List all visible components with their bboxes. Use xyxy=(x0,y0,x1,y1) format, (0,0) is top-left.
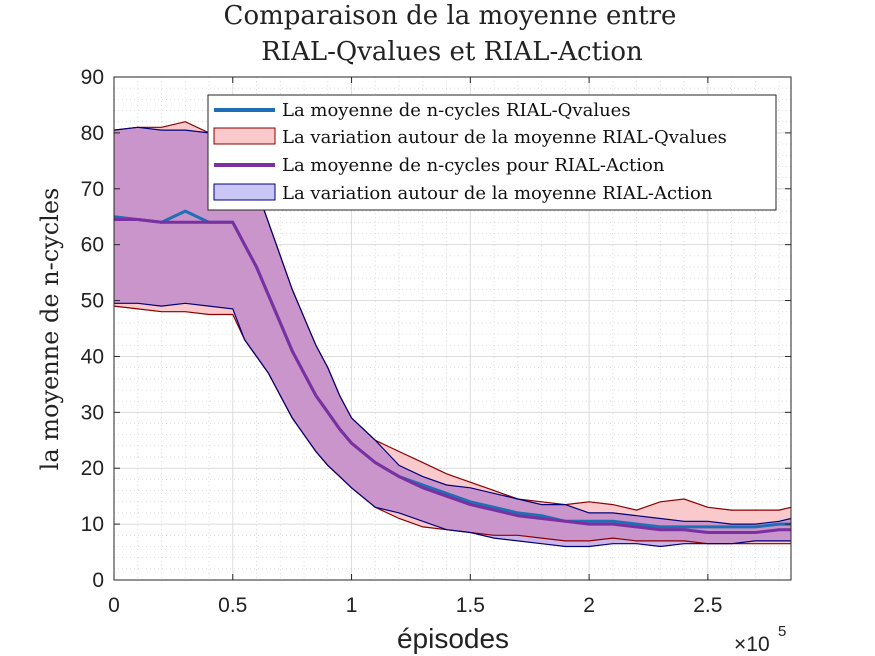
legend-entry-action-mean: La moyenne de n-cycles pour RIAL-Action xyxy=(214,155,665,176)
legend-entry-qvalues-band: La variation autour de la moyenne RIAL-Q… xyxy=(213,127,727,148)
x-tick-label: 2 xyxy=(583,594,595,617)
legend-label-qvalues-mean: La moyenne de n-cycles RIAL-Qvalues xyxy=(282,100,631,121)
band-action-lower-edge xyxy=(114,302,791,548)
mean-lines xyxy=(113,209,791,534)
x-tick-label: 0 xyxy=(108,594,120,617)
x-multiplier-exponent: 5 xyxy=(778,623,786,640)
legend-label-action-band: La variation autour de la moyenne RIAL-A… xyxy=(282,183,713,204)
x-multiplier-base: ×10 xyxy=(734,633,770,656)
band-qvalues xyxy=(114,121,791,544)
legend-entry-action-band: La variation autour de la moyenne RIAL-A… xyxy=(213,183,713,204)
y-axis-label: la moyenne de n-cycles xyxy=(36,188,64,471)
x-axis-label: épisodes xyxy=(397,623,509,654)
chart-title-line-2: RIAL-Qvalues et RIAL-Action xyxy=(261,37,643,67)
axes-box xyxy=(113,76,792,581)
x-tick-label: 1 xyxy=(346,594,358,617)
y-tick-label: 90 xyxy=(81,66,104,89)
mean-line-action xyxy=(114,218,791,534)
y-tick-label: 30 xyxy=(81,401,104,424)
y-tick-label: 50 xyxy=(81,290,104,313)
legend-swatch-qvalues-band xyxy=(213,127,276,145)
y-tick-label: 20 xyxy=(81,457,104,480)
band-qvalues-lower-edge xyxy=(113,305,791,545)
legend-label-qvalues-band: La variation autour de la moyenne RIAL-Q… xyxy=(282,127,727,148)
legend-label-action-mean: La moyenne de n-cycles pour RIAL-Action xyxy=(282,155,665,176)
legend: La moyenne de n-cycles RIAL-Qvalues La v… xyxy=(207,94,777,211)
x-tick-label: 2.5 xyxy=(693,594,722,617)
axis-ticks: 0 0.5 1 1.5 2 2.5 0 10 20 30 40 50 60 70 80 90 xyxy=(81,66,791,617)
chart-title-line-1: Comparaison de la moyenne entre xyxy=(224,1,677,31)
y-tick-label: 70 xyxy=(81,178,104,201)
band-action xyxy=(114,127,791,547)
y-tick-label: 80 xyxy=(81,122,104,145)
legend-box xyxy=(207,94,777,211)
x-tick-label: 0.5 xyxy=(218,594,247,617)
legend-entry-qvalues-mean: La moyenne de n-cycles RIAL-Qvalues xyxy=(214,100,631,121)
legend-swatch-action-band xyxy=(213,183,276,201)
y-tick-label: 10 xyxy=(81,513,104,536)
x-tick-label: 1.5 xyxy=(456,594,485,617)
y-tick-label: 60 xyxy=(81,234,104,257)
y-tick-label: 40 xyxy=(81,345,104,368)
x-axis-multiplier: ×10 5 xyxy=(734,623,786,656)
y-tick-label: 0 xyxy=(92,569,104,592)
